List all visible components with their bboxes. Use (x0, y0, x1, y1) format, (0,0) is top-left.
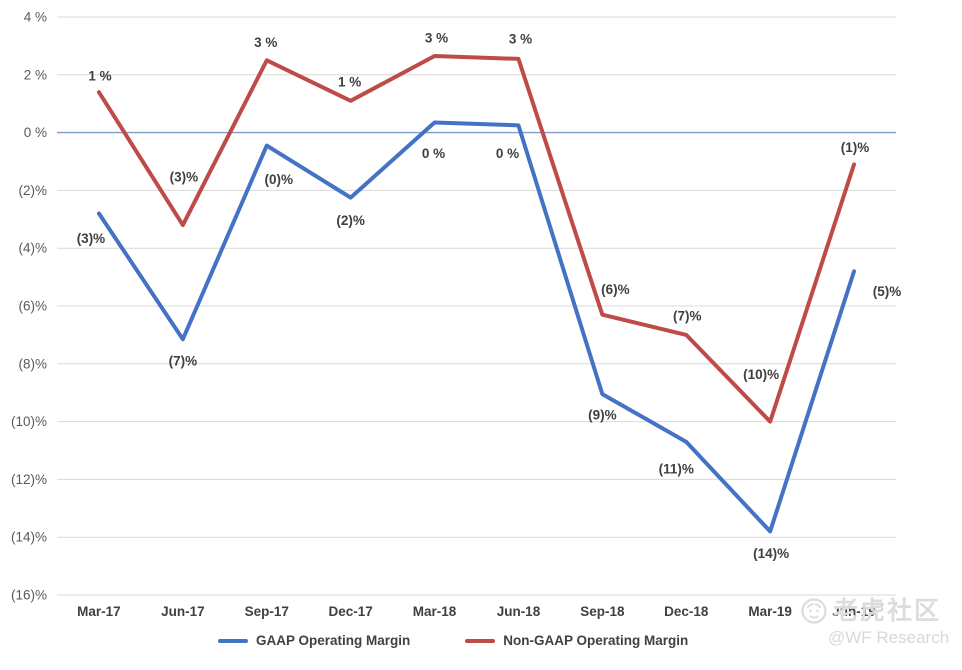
x-tick-label: Mar-19 (748, 604, 792, 619)
non-gaap-data-label: 1 % (338, 74, 361, 89)
non-gaap-data-label: 1 % (88, 69, 111, 84)
non-gaap-data-label: 3 % (425, 31, 448, 46)
y-tick-label: (8)% (18, 356, 47, 371)
y-tick-label: 0 % (24, 125, 47, 140)
y-tick-label: (10)% (11, 414, 47, 429)
gaap-data-label: 0 % (422, 146, 445, 161)
non-gaap-data-label: (7)% (673, 308, 702, 323)
x-tick-label: Jun-17 (161, 604, 205, 619)
y-tick-label: (6)% (18, 299, 47, 314)
legend: GAAP Operating Margin Non-GAAP Operating… (218, 633, 688, 648)
gaap-legend-label: GAAP Operating Margin (256, 633, 411, 648)
y-tick-label: (4)% (18, 241, 47, 256)
y-tick-label: (14)% (11, 530, 47, 545)
gaap-legend-swatch (218, 638, 248, 643)
non-gaap-data-label: (10)% (743, 367, 779, 382)
legend-item-gaap: GAAP Operating Margin (218, 633, 410, 648)
non-gaap-data-label: (1)% (841, 140, 870, 155)
gaap-data-label: (2)% (336, 213, 365, 228)
non-gaap-line (96, 54, 857, 424)
x-tick-label: Jun-18 (497, 604, 541, 619)
gaap-data-label: 0 % (496, 146, 519, 161)
x-tick-label: Sep-18 (580, 604, 625, 619)
legend-item-non-gaap: Non-GAAP Operating Margin (465, 633, 688, 648)
y-tick-label: (12)% (11, 472, 47, 487)
x-tick-label: Dec-18 (664, 604, 709, 619)
non-gaap-data-label: (3)% (170, 170, 199, 185)
gaap-data-label: (3)% (77, 231, 106, 246)
x-tick-label: Sep-17 (245, 604, 289, 619)
gaap-data-label: (14)% (753, 546, 789, 561)
gaap-line (96, 120, 857, 534)
gaap-data-label: (0)% (264, 172, 293, 187)
gaap-data-label: (5)% (873, 284, 902, 299)
y-tick-label: 4 % (24, 10, 47, 25)
non-gaap-data-label: 3 % (509, 31, 532, 46)
x-tick-label: Jun-19 (832, 604, 876, 619)
non-gaap-data-label: (6)% (601, 282, 630, 297)
non-gaap-legend-swatch (465, 638, 496, 643)
non-gaap-data-label: 3 % (254, 35, 277, 50)
x-tick-label: Mar-18 (413, 604, 457, 619)
non-gaap-legend-label: Non-GAAP Operating Margin (503, 633, 689, 648)
x-tick-label: Dec-17 (329, 604, 373, 619)
y-tick-label: (16)% (11, 588, 47, 603)
y-tick-label: (2)% (18, 183, 47, 198)
gaap-data-label: (11)% (659, 461, 694, 476)
y-tick-label: 2 % (24, 67, 47, 82)
gaap-data-label: (9)% (588, 408, 617, 423)
x-tick-label: Mar-17 (77, 604, 121, 619)
gaap-data-label: (7)% (169, 354, 198, 369)
